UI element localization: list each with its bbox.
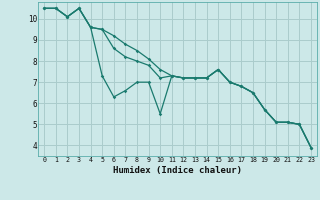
X-axis label: Humidex (Indice chaleur): Humidex (Indice chaleur) [113, 166, 242, 175]
